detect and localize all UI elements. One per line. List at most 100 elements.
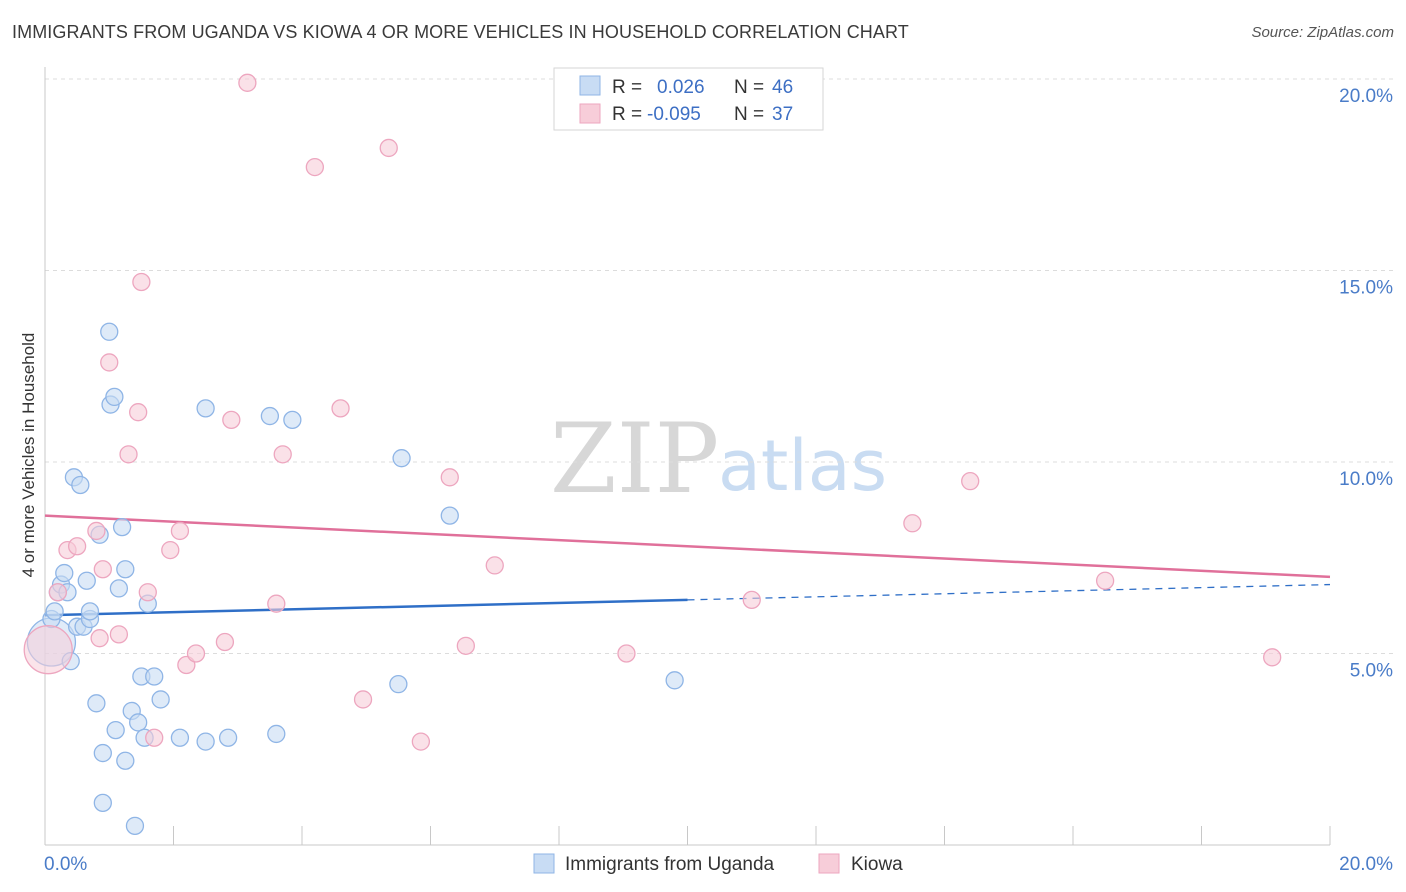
point-uganda-19 (100, 322, 119, 341)
data-points (23, 73, 1282, 835)
point-uganda-37 (196, 732, 215, 751)
point-uganda-44 (440, 506, 459, 525)
point-uganda-45 (665, 671, 684, 690)
point-kiowa-1 (48, 583, 67, 602)
point-uganda-28 (125, 816, 145, 835)
trend-lines (44, 514, 1331, 617)
point-kiowa-7 (100, 353, 119, 372)
point-kiowa-24 (331, 399, 350, 418)
point-uganda-2 (45, 602, 64, 621)
trend-line-uganda (44, 598, 688, 617)
point-uganda-35 (170, 728, 190, 747)
point-kiowa-5 (90, 629, 109, 648)
point-uganda-36 (196, 399, 215, 418)
chart-title: IMMIGRANTS FROM UGANDA VS KIOWA 4 OR MOR… (12, 22, 909, 42)
axes (44, 67, 1331, 846)
point-uganda-34 (151, 690, 170, 709)
point-kiowa-8 (109, 625, 129, 644)
point-uganda-18 (93, 793, 112, 813)
point-uganda-41 (283, 410, 302, 430)
point-uganda-25 (116, 560, 135, 579)
point-kiowa-31 (617, 644, 636, 663)
legend-swatch-uganda (579, 75, 601, 96)
point-uganda-5 (55, 563, 74, 583)
point-kiowa-13 (145, 728, 164, 747)
legend-n-label-2: N = (734, 104, 764, 125)
trend-line-kiowa (44, 514, 1331, 579)
point-kiowa-30 (485, 556, 504, 575)
point-kiowa-22 (273, 445, 292, 464)
trend-line-uganda-projection (687, 583, 1331, 601)
legend-r-label-1: R = (612, 77, 642, 98)
watermark-zip: ZIP (550, 403, 719, 515)
point-uganda-39 (260, 406, 280, 426)
point-kiowa-11 (132, 272, 151, 292)
point-uganda-43 (392, 449, 411, 468)
point-kiowa-25 (353, 690, 373, 709)
point-uganda-33 (145, 667, 164, 686)
point-uganda-21 (105, 387, 124, 407)
point-kiowa-28 (440, 468, 459, 487)
point-kiowa-0 (23, 625, 73, 675)
bottom-legend-uganda: Immigrants from Uganda (565, 854, 775, 875)
legend-r-value-2: -0.095 (647, 104, 701, 125)
gridlines (45, 78, 1393, 654)
point-uganda-42 (389, 674, 408, 694)
point-uganda-22 (106, 720, 125, 740)
point-uganda-14 (80, 602, 100, 621)
series-legend: Immigrants from Uganda Kiowa (533, 853, 903, 875)
point-kiowa-18 (215, 632, 235, 652)
y-tick-labels: 5.0% 10.0% 15.0% 20.0% (1339, 86, 1393, 682)
point-kiowa-10 (129, 403, 148, 422)
stats-legend: R = 0.026 N = 46 R = -0.095 N = 37 (553, 67, 824, 131)
point-uganda-29 (129, 713, 148, 732)
y-tick-label-3: 20.0% (1339, 86, 1393, 107)
bottom-legend-swatch-kiowa (818, 853, 840, 874)
point-kiowa-20 (238, 73, 257, 92)
watermark: ZIP atlas (550, 403, 887, 515)
point-kiowa-6 (93, 560, 112, 579)
point-kiowa-15 (170, 521, 190, 541)
legend-r-value-1: 0.026 (657, 77, 705, 98)
point-uganda-17 (93, 743, 112, 763)
legend-n-label-1: N = (734, 77, 764, 98)
legend-n-value-1: 46 (772, 77, 793, 98)
point-kiowa-27 (411, 732, 431, 751)
point-uganda-23 (109, 579, 129, 598)
legend-n-value-2: 37 (772, 104, 793, 125)
legend-r-label-2: R = (612, 104, 642, 125)
point-uganda-10 (71, 475, 90, 495)
point-kiowa-35 (1095, 571, 1115, 590)
chart-source: Source: ZipAtlas.com (1251, 24, 1394, 41)
y-axis-label: 4 or more Vehicles in Household (19, 333, 38, 578)
point-uganda-15 (87, 694, 106, 713)
point-kiowa-17 (186, 644, 206, 663)
point-kiowa-32 (742, 590, 761, 610)
legend-swatch-kiowa (579, 103, 601, 124)
point-uganda-26 (116, 751, 135, 770)
bottom-legend-kiowa: Kiowa (851, 854, 903, 875)
y-tick-label-1: 10.0% (1339, 469, 1393, 490)
point-kiowa-4 (87, 521, 106, 541)
bottom-legend-swatch-uganda (533, 853, 555, 874)
point-kiowa-9 (119, 445, 138, 464)
point-kiowa-14 (161, 540, 180, 560)
point-kiowa-3 (67, 537, 87, 556)
point-kiowa-23 (305, 157, 325, 177)
point-uganda-12 (77, 571, 96, 590)
point-kiowa-12 (138, 583, 157, 602)
point-kiowa-34 (961, 471, 980, 491)
point-kiowa-21 (267, 594, 286, 613)
x-tick-label-left: 0.0% (44, 854, 87, 875)
point-kiowa-19 (222, 410, 241, 430)
point-uganda-40 (267, 724, 286, 744)
point-uganda-24 (112, 517, 132, 537)
point-kiowa-36 (1263, 648, 1282, 667)
x-tick-label-right: 20.0% (1339, 854, 1393, 875)
point-uganda-38 (218, 728, 238, 747)
point-kiowa-33 (903, 514, 922, 533)
point-kiowa-26 (379, 138, 398, 158)
point-kiowa-29 (456, 636, 475, 655)
watermark-atlas: atlas (718, 425, 887, 507)
